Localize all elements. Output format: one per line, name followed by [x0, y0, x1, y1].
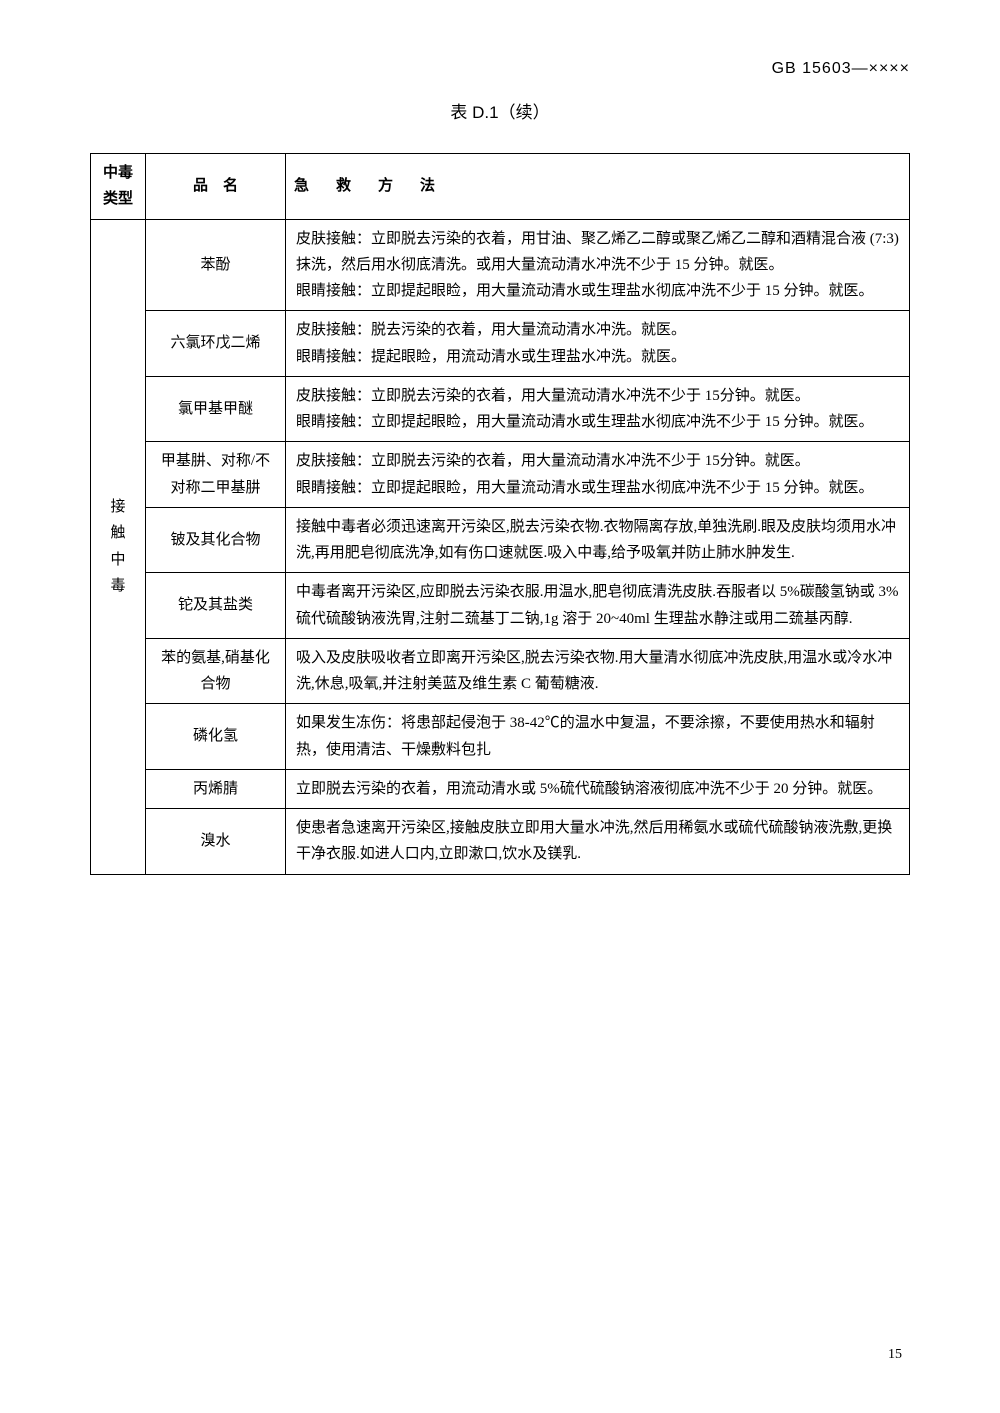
method-cell: 中毒者离开污染区,应即脱去污染衣服.用温水,肥皂彻底清洗皮肤.吞服者以 5%碳酸… [286, 573, 910, 639]
name-cell: 铍及其化合物 [146, 507, 286, 573]
col-header-name: 品 名 [146, 154, 286, 220]
method-cell: 吸入及皮肤吸收者立即离开污染区,脱去污染衣物.用大量清水彻底冲洗皮肤,用温水或冷… [286, 638, 910, 704]
method-cell: 如果发生冻伤：将患部起侵泡于 38-42℃的温水中复温，不要涂擦，不要使用热水和… [286, 704, 910, 770]
method-cell: 使患者急速离开污染区,接触皮肤立即用大量水冲洗,然后用稀氨水或硫代硫酸钠液洗敷,… [286, 809, 910, 875]
data-table: 中毒类型 品 名 急 救 方 法 接触中毒苯酚皮肤接触：立即脱去污染的衣着，用甘… [90, 153, 910, 875]
name-cell: 苯的氨基,硝基化合物 [146, 638, 286, 704]
name-cell: 磷化氢 [146, 704, 286, 770]
table-header-row: 中毒类型 品 名 急 救 方 法 [91, 154, 910, 220]
method-cell: 立即脱去污染的衣着，用流动清水或 5%硫代硫酸钠溶液彻底冲洗不少于 20 分钟。… [286, 769, 910, 808]
table-row: 甲基肼、对称/不对称二甲基肼皮肤接触：立即脱去污染的衣着，用大量流动清水冲洗不少… [91, 442, 910, 508]
name-cell: 丙烯腈 [146, 769, 286, 808]
name-cell: 氯甲基甲醚 [146, 376, 286, 442]
table-row: 丙烯腈立即脱去污染的衣着，用流动清水或 5%硫代硫酸钠溶液彻底冲洗不少于 20 … [91, 769, 910, 808]
table-title: 表 D.1（续） [90, 98, 910, 123]
table-row: 接触中毒苯酚皮肤接触：立即脱去污染的衣着，用甘油、聚乙烯乙二醇或聚乙烯乙二醇和酒… [91, 219, 910, 311]
method-cell: 皮肤接触：立即脱去污染的衣着，用大量流动清水冲洗不少于 15分钟。就医。眼睛接触… [286, 376, 910, 442]
method-cell: 接触中毒者必须迅速离开污染区,脱去污染衣物.衣物隔离存放,单独洗刷.眼及皮肤均须… [286, 507, 910, 573]
table-row: 铍及其化合物接触中毒者必须迅速离开污染区,脱去污染衣物.衣物隔离存放,单独洗刷.… [91, 507, 910, 573]
method-cell: 皮肤接触：立即脱去污染的衣着，用大量流动清水冲洗不少于 15分钟。就医。眼睛接触… [286, 442, 910, 508]
type-char: 中 [101, 547, 135, 573]
name-cell: 铊及其盐类 [146, 573, 286, 639]
method-cell: 皮肤接触：立即脱去污染的衣着，用甘油、聚乙烯乙二醇或聚乙烯乙二醇和酒精混合液 (… [286, 219, 910, 311]
table-row: 苯的氨基,硝基化合物吸入及皮肤吸收者立即离开污染区,脱去污染衣物.用大量清水彻底… [91, 638, 910, 704]
table-row: 磷化氢如果发生冻伤：将患部起侵泡于 38-42℃的温水中复温，不要涂擦，不要使用… [91, 704, 910, 770]
type-cell: 接触中毒 [91, 219, 146, 874]
type-char: 接 [101, 494, 135, 520]
name-cell: 溴水 [146, 809, 286, 875]
page-number: 15 [888, 1347, 902, 1363]
table-row: 铊及其盐类中毒者离开污染区,应即脱去污染衣服.用温水,肥皂彻底清洗皮肤.吞服者以… [91, 573, 910, 639]
type-char: 毒 [101, 573, 135, 599]
table-row: 六氯环戊二烯皮肤接触：脱去污染的衣着，用大量流动清水冲洗。就医。眼睛接触：提起眼… [91, 311, 910, 377]
header-code: GB 15603—×××× [90, 60, 910, 78]
table-row: 溴水使患者急速离开污染区,接触皮肤立即用大量水冲洗,然后用稀氨水或硫代硫酸钠液洗… [91, 809, 910, 875]
col-header-method: 急 救 方 法 [286, 154, 910, 220]
table-row: 氯甲基甲醚皮肤接触：立即脱去污染的衣着，用大量流动清水冲洗不少于 15分钟。就医… [91, 376, 910, 442]
method-cell: 皮肤接触：脱去污染的衣着，用大量流动清水冲洗。就医。眼睛接触：提起眼睑，用流动清… [286, 311, 910, 377]
name-cell: 苯酚 [146, 219, 286, 311]
name-cell: 甲基肼、对称/不对称二甲基肼 [146, 442, 286, 508]
type-char: 触 [101, 520, 135, 546]
name-cell: 六氯环戊二烯 [146, 311, 286, 377]
col-header-type: 中毒类型 [91, 154, 146, 220]
